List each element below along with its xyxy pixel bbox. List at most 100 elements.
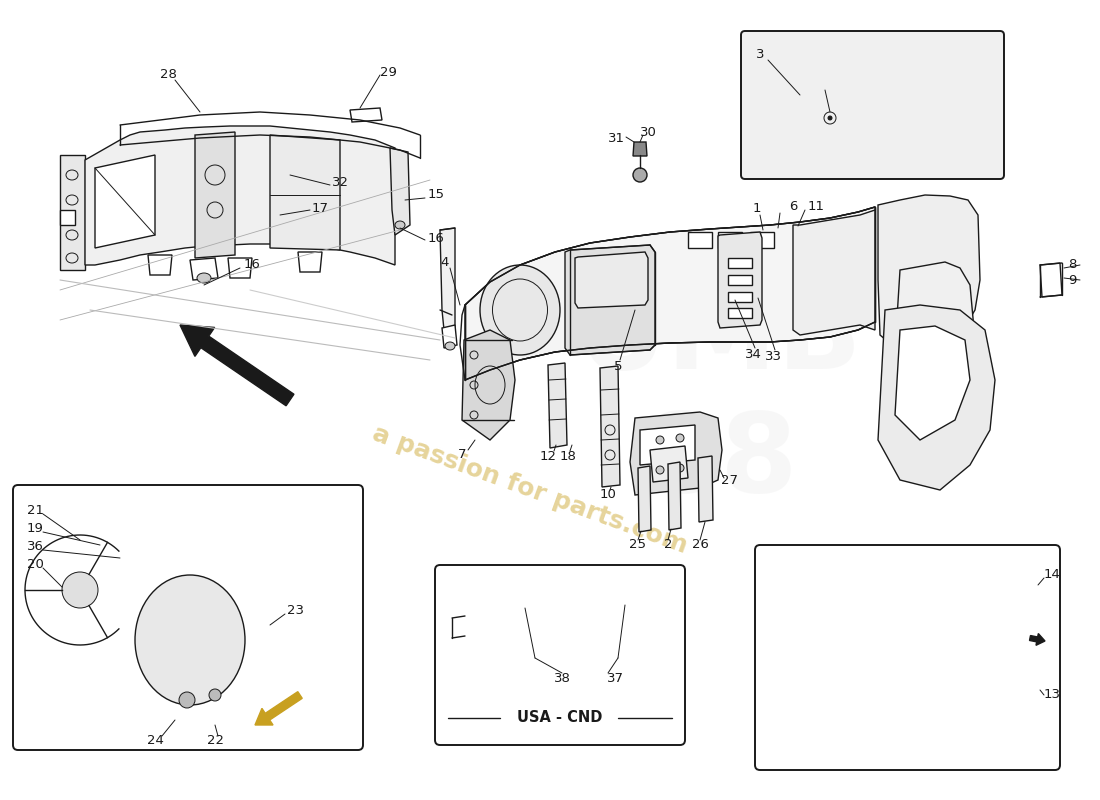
Circle shape xyxy=(179,692,195,708)
Polygon shape xyxy=(442,325,456,348)
Circle shape xyxy=(62,572,98,608)
Text: 18: 18 xyxy=(560,450,576,462)
Text: 17: 17 xyxy=(311,202,329,214)
Text: 38: 38 xyxy=(553,671,571,685)
Polygon shape xyxy=(688,232,712,248)
Polygon shape xyxy=(718,232,743,248)
Text: 32: 32 xyxy=(331,177,349,190)
Polygon shape xyxy=(60,210,75,225)
Polygon shape xyxy=(270,135,340,250)
Text: 36: 36 xyxy=(26,539,43,553)
Text: 27: 27 xyxy=(722,474,738,486)
FancyArrow shape xyxy=(1030,634,1045,646)
Ellipse shape xyxy=(395,221,405,229)
Text: 4: 4 xyxy=(441,257,449,270)
Polygon shape xyxy=(630,412,722,495)
FancyArrow shape xyxy=(180,325,294,406)
Polygon shape xyxy=(226,588,295,655)
Text: 21: 21 xyxy=(26,503,44,517)
Polygon shape xyxy=(878,195,980,355)
Text: 2: 2 xyxy=(663,538,672,551)
Polygon shape xyxy=(120,538,295,675)
Polygon shape xyxy=(718,232,762,328)
Polygon shape xyxy=(95,155,155,248)
Polygon shape xyxy=(462,330,515,440)
Circle shape xyxy=(632,168,647,182)
Polygon shape xyxy=(793,210,875,335)
Polygon shape xyxy=(390,148,410,235)
Polygon shape xyxy=(228,258,252,278)
Polygon shape xyxy=(440,228,455,340)
Text: 26: 26 xyxy=(692,538,708,551)
Polygon shape xyxy=(895,262,975,445)
Text: 11: 11 xyxy=(807,201,825,214)
Polygon shape xyxy=(638,466,651,532)
Text: 23: 23 xyxy=(286,603,304,617)
Text: 29: 29 xyxy=(379,66,396,78)
Text: 33: 33 xyxy=(764,350,781,363)
Text: 25: 25 xyxy=(629,538,647,551)
Polygon shape xyxy=(776,640,1042,733)
Circle shape xyxy=(676,464,684,472)
Polygon shape xyxy=(750,232,774,248)
Text: 34: 34 xyxy=(745,349,761,362)
Polygon shape xyxy=(350,108,382,122)
Polygon shape xyxy=(60,155,85,270)
Polygon shape xyxy=(148,658,232,726)
Polygon shape xyxy=(784,644,1035,730)
Text: 1: 1 xyxy=(752,202,761,214)
Circle shape xyxy=(828,116,832,120)
Polygon shape xyxy=(895,326,970,440)
FancyBboxPatch shape xyxy=(13,485,363,750)
Polygon shape xyxy=(465,207,874,380)
Circle shape xyxy=(656,466,664,474)
Bar xyxy=(792,585,997,625)
Polygon shape xyxy=(778,576,1040,632)
Polygon shape xyxy=(640,425,695,465)
Text: 19: 19 xyxy=(26,522,43,534)
Polygon shape xyxy=(668,462,681,530)
FancyBboxPatch shape xyxy=(755,545,1060,770)
Text: 28: 28 xyxy=(160,69,176,82)
Text: 16: 16 xyxy=(243,258,261,271)
Polygon shape xyxy=(575,252,648,308)
Polygon shape xyxy=(548,363,566,448)
Polygon shape xyxy=(632,142,647,156)
Polygon shape xyxy=(463,598,666,647)
Ellipse shape xyxy=(197,273,211,283)
Text: 16: 16 xyxy=(428,231,444,245)
Polygon shape xyxy=(22,630,90,660)
Text: 22: 22 xyxy=(207,734,223,746)
Text: 5: 5 xyxy=(614,359,623,373)
Text: 37: 37 xyxy=(606,671,624,685)
Polygon shape xyxy=(776,95,970,140)
Text: 8: 8 xyxy=(1068,258,1076,271)
Polygon shape xyxy=(452,616,465,638)
Bar xyxy=(855,655,1025,715)
Text: 6: 6 xyxy=(789,201,797,214)
Text: USA - CND: USA - CND xyxy=(517,710,603,726)
Text: 31: 31 xyxy=(607,131,625,145)
Ellipse shape xyxy=(446,342,455,350)
Text: 7: 7 xyxy=(458,449,466,462)
Text: 14: 14 xyxy=(1044,569,1060,582)
Text: 24: 24 xyxy=(146,734,164,746)
Polygon shape xyxy=(565,245,654,355)
Polygon shape xyxy=(728,292,752,302)
Polygon shape xyxy=(195,132,235,258)
Polygon shape xyxy=(298,252,322,272)
Polygon shape xyxy=(190,258,218,280)
Polygon shape xyxy=(788,582,1005,632)
Ellipse shape xyxy=(135,575,245,705)
Text: 12: 12 xyxy=(539,450,557,462)
FancyBboxPatch shape xyxy=(741,31,1004,179)
FancyArrow shape xyxy=(255,692,302,725)
FancyBboxPatch shape xyxy=(434,565,685,745)
Text: 3: 3 xyxy=(756,49,764,62)
Polygon shape xyxy=(22,598,90,627)
Polygon shape xyxy=(600,366,620,487)
Text: a passion for parts.com: a passion for parts.com xyxy=(370,422,691,558)
Text: UMB
88: UMB 88 xyxy=(578,285,862,515)
Circle shape xyxy=(676,434,684,442)
Polygon shape xyxy=(728,258,752,268)
